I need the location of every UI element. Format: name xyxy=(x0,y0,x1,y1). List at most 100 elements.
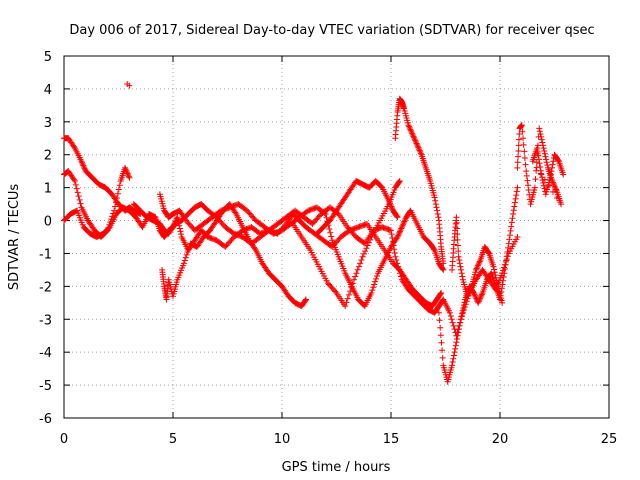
data-point xyxy=(409,131,416,138)
data-point xyxy=(458,313,465,320)
data-point xyxy=(453,214,460,221)
data-point xyxy=(409,130,416,137)
data-point xyxy=(388,204,395,211)
data-point xyxy=(541,147,548,154)
data-point xyxy=(354,266,361,273)
data-point xyxy=(411,136,418,143)
data-point xyxy=(522,161,529,168)
data-point xyxy=(126,174,133,181)
data-point xyxy=(123,169,130,176)
data-point xyxy=(115,186,122,193)
data-point xyxy=(439,347,446,354)
data-point xyxy=(364,242,371,249)
data-point xyxy=(524,177,531,184)
data-point xyxy=(547,171,554,178)
data-point xyxy=(464,291,471,298)
y-tick-label: 2 xyxy=(44,149,52,164)
data-point xyxy=(532,176,539,183)
data-point xyxy=(460,302,467,309)
data-point xyxy=(123,167,130,174)
data-point xyxy=(79,159,86,166)
data-point xyxy=(450,352,457,359)
data-point xyxy=(505,240,512,247)
data-point xyxy=(458,266,465,273)
data-point xyxy=(398,225,405,232)
data-point xyxy=(76,196,83,203)
data-point xyxy=(415,144,422,151)
data-point xyxy=(508,223,515,230)
data-point xyxy=(500,273,507,280)
data-point xyxy=(388,203,395,210)
data-point xyxy=(540,145,547,152)
data-point xyxy=(459,273,466,280)
data-point xyxy=(534,145,541,152)
data-point xyxy=(516,131,523,138)
data-point xyxy=(539,142,546,149)
data-point xyxy=(538,136,545,143)
plot-frame xyxy=(63,55,610,419)
y-tick-label: 3 xyxy=(44,116,52,131)
data-point xyxy=(470,289,477,296)
data-point xyxy=(417,150,424,157)
data-point xyxy=(550,180,557,187)
data-point xyxy=(345,291,352,298)
data-point xyxy=(400,219,407,226)
data-point xyxy=(432,197,439,204)
data-point xyxy=(475,298,482,305)
data-point xyxy=(126,82,133,89)
data-point xyxy=(457,263,464,270)
data-point xyxy=(342,303,349,310)
data-point xyxy=(520,141,527,148)
data-point xyxy=(475,299,482,306)
data-point xyxy=(449,359,456,366)
data-point xyxy=(472,292,479,299)
data-point xyxy=(327,229,334,236)
data-point xyxy=(543,159,550,166)
data-point xyxy=(503,257,510,264)
data-point xyxy=(407,126,414,133)
data-point xyxy=(397,226,404,233)
data-point xyxy=(501,264,508,271)
data-point xyxy=(525,182,532,189)
data-point xyxy=(454,225,461,232)
data-point xyxy=(343,299,350,306)
data-point xyxy=(475,261,482,268)
data-point xyxy=(448,316,455,323)
x-tick-label: 5 xyxy=(169,432,177,447)
data-point xyxy=(396,229,403,236)
data-point xyxy=(537,131,544,138)
data-point xyxy=(347,288,354,295)
y-tick-label: 0 xyxy=(44,215,52,230)
data-point xyxy=(391,249,398,256)
data-point xyxy=(476,259,483,266)
data-point xyxy=(387,200,394,207)
data-point xyxy=(398,224,405,231)
data-point xyxy=(349,280,356,287)
data-point xyxy=(362,248,369,255)
data-point xyxy=(440,260,447,267)
data-point xyxy=(348,284,355,291)
data-point xyxy=(474,262,481,269)
data-point xyxy=(451,349,458,356)
y-tick-label: -6 xyxy=(39,412,52,427)
data-point xyxy=(521,155,528,162)
data-point xyxy=(70,143,77,150)
data-point xyxy=(539,177,546,184)
data-point xyxy=(371,281,378,288)
data-point xyxy=(353,270,360,277)
data-point xyxy=(514,184,521,191)
data-point xyxy=(477,295,484,302)
data-point xyxy=(112,203,119,210)
data-point xyxy=(81,165,88,172)
data-point xyxy=(396,178,403,185)
data-point xyxy=(400,221,407,228)
data-point xyxy=(124,170,131,177)
data-point xyxy=(363,245,370,252)
data-point xyxy=(365,239,372,246)
data-point xyxy=(302,296,309,303)
data-point xyxy=(440,266,447,273)
data-point xyxy=(551,182,558,189)
data-point xyxy=(503,253,510,260)
data-point xyxy=(407,127,414,134)
data-point xyxy=(521,148,528,155)
